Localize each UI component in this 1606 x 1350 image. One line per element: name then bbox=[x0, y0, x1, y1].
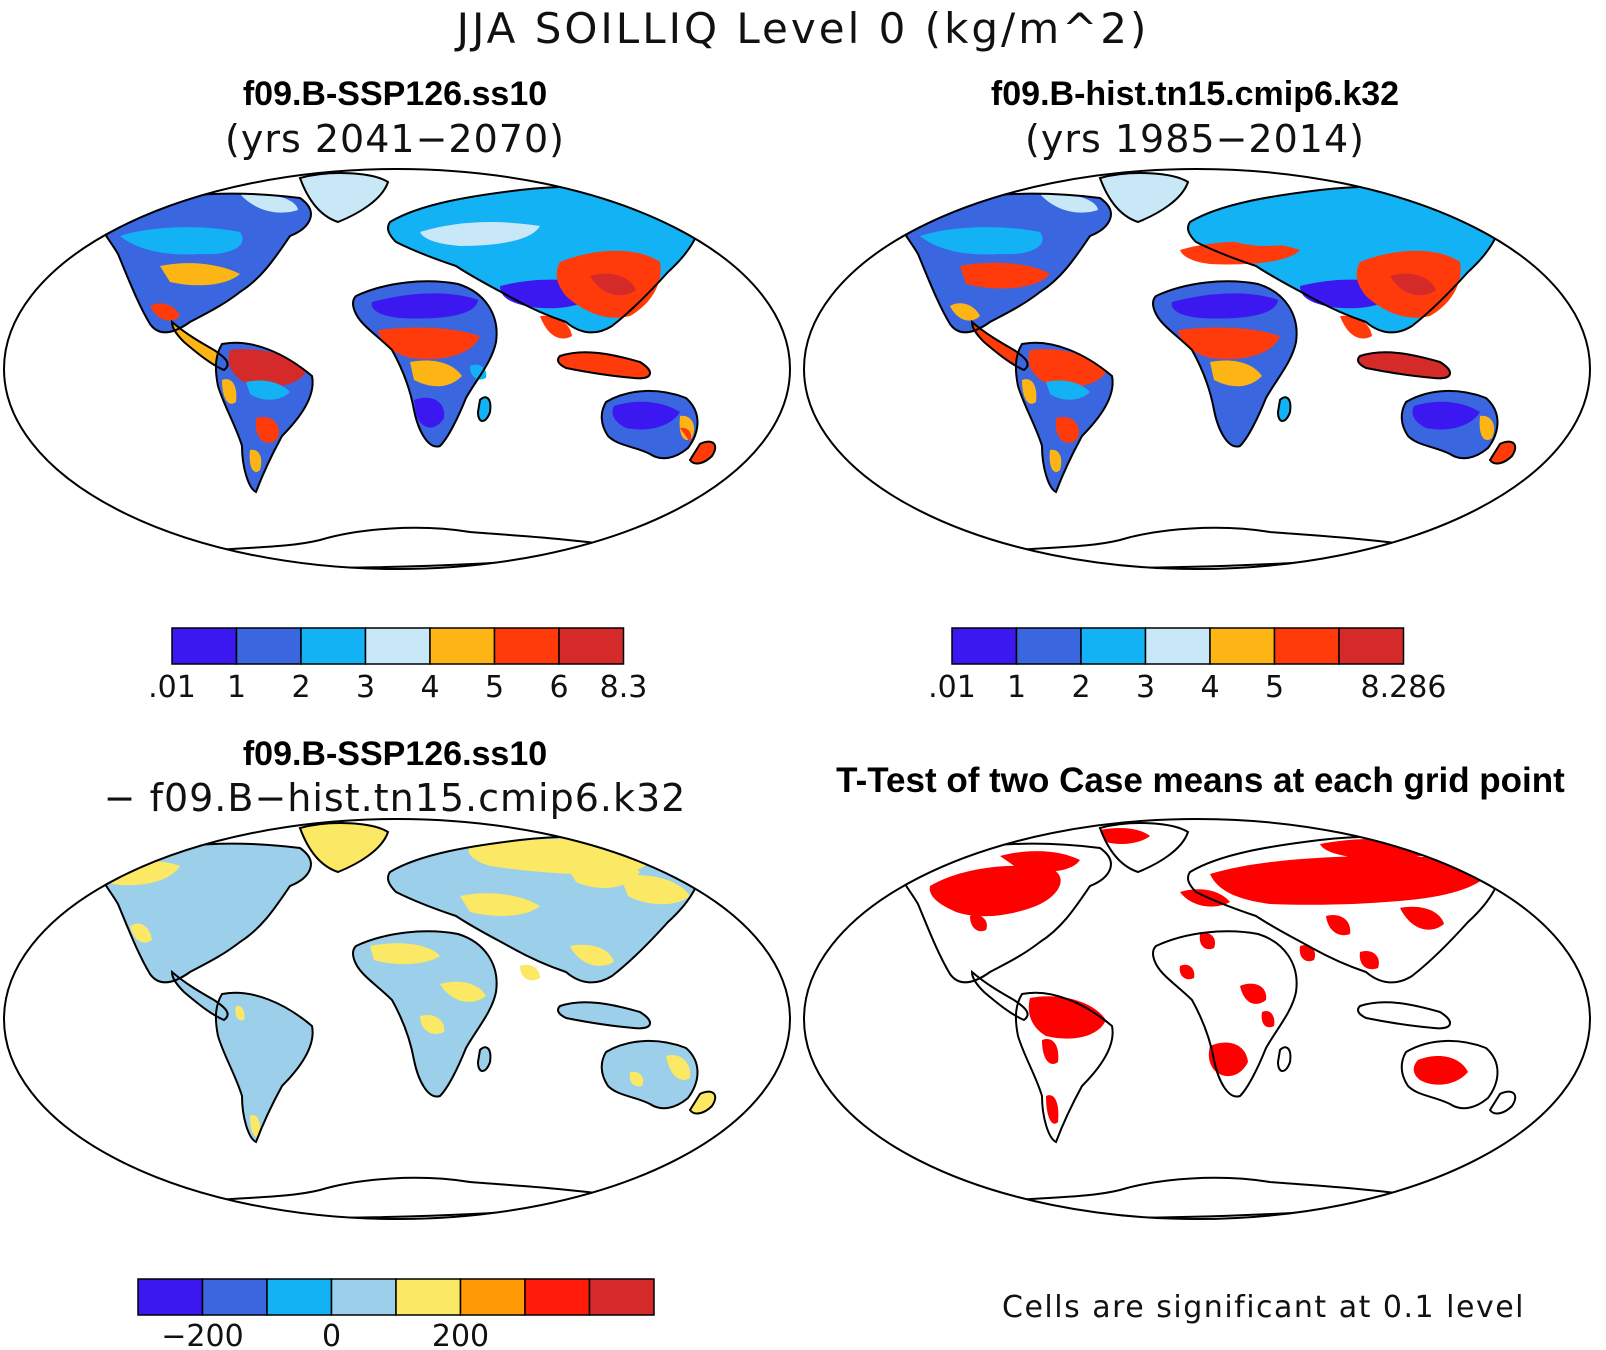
colorbar-tick-label: −200 bbox=[161, 1319, 243, 1350]
colorbar-swatch bbox=[1144, 627, 1211, 665]
figure-title: JJA SOILLIQ Level 0 (kg/m^2) bbox=[456, 4, 1150, 53]
colorbar-swatch bbox=[364, 627, 431, 665]
map-ttest bbox=[803, 818, 1591, 1220]
panel-historical-title: f09.B-hist.tn15.cmip6.k32 bbox=[990, 75, 1400, 113]
significance-note: Cells are significant at 0.1 level bbox=[1002, 1290, 1526, 1325]
colorbar-tick-label: 200 bbox=[432, 1319, 489, 1350]
colorbar-swatch bbox=[951, 627, 1018, 665]
colorbar-tick-label: 5 bbox=[485, 670, 504, 700]
map-difference bbox=[3, 818, 791, 1220]
colorbar-tick-label: .01 bbox=[150, 670, 196, 700]
colorbar-swatch bbox=[524, 1278, 591, 1316]
panel-difference-subtitle: − f09.B−hist.tn15.cmip6.k32 bbox=[103, 776, 687, 820]
colorbar-swatch bbox=[459, 1278, 526, 1316]
colorbar-tick-label: 3 bbox=[1136, 670, 1155, 700]
colorbar-future: .01 1 2 3 4 5 6 8.3 bbox=[150, 627, 648, 700]
panel-ttest-title: T-Test of two Case means at each grid po… bbox=[836, 761, 1565, 800]
colorbar-difference: −200 0 200 bbox=[137, 1278, 655, 1350]
colorbar-tick-label: 0 bbox=[322, 1319, 341, 1350]
colorbar-swatch bbox=[588, 1278, 655, 1316]
colorbar-tick-label: 4 bbox=[1200, 670, 1219, 700]
panel-future-years: (yrs 2041−2070) bbox=[225, 117, 565, 161]
colorbar-swatch bbox=[330, 1278, 397, 1316]
colorbar-swatch bbox=[1338, 627, 1405, 665]
panel-difference-title: f09.B-SSP126.ss10 bbox=[242, 735, 548, 773]
colorbar-tick-label: 2 bbox=[1071, 670, 1090, 700]
map-historical bbox=[803, 168, 1591, 570]
colorbar-tick-label: 5 bbox=[1265, 670, 1284, 700]
panel-historical-years: (yrs 1985−2014) bbox=[1025, 117, 1365, 161]
colorbar-tick-label: 1 bbox=[227, 670, 246, 700]
colorbar-swatch bbox=[493, 627, 560, 665]
colorbar-tick-label: .01 bbox=[930, 670, 976, 700]
colorbar-tick-label: 3 bbox=[356, 670, 375, 700]
colorbar-swatch bbox=[201, 1278, 268, 1316]
colorbar-swatch bbox=[429, 627, 496, 665]
colorbar-swatch bbox=[1209, 627, 1276, 665]
colorbar-swatch bbox=[1080, 627, 1147, 665]
colorbar-swatch bbox=[395, 1278, 462, 1316]
colorbar-swatch bbox=[1273, 627, 1340, 665]
colorbar-tick-label: 1 bbox=[1007, 670, 1026, 700]
colorbar-tick-label: 8.3 bbox=[600, 670, 648, 700]
colorbar-swatch bbox=[266, 1278, 333, 1316]
colorbar-swatch bbox=[171, 627, 238, 665]
colorbar-swatch bbox=[1015, 627, 1082, 665]
colorbar-tick-label: 4 bbox=[420, 670, 439, 700]
colorbar-swatch bbox=[558, 627, 625, 665]
colorbar-tick-label: 8.286 bbox=[1361, 670, 1447, 700]
colorbar-tick-label: 6 bbox=[549, 670, 568, 700]
panel-future-title: f09.B-SSP126.ss10 bbox=[242, 75, 548, 113]
colorbar-swatch bbox=[235, 627, 302, 665]
colorbar-swatch bbox=[300, 627, 367, 665]
colorbar-swatch bbox=[137, 1278, 204, 1316]
colorbar-historical: .01 1 2 3 4 5 8.286 bbox=[930, 627, 1447, 700]
map-future bbox=[3, 168, 791, 570]
colorbar-tick-label: 2 bbox=[291, 670, 310, 700]
